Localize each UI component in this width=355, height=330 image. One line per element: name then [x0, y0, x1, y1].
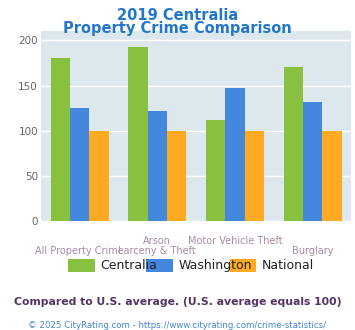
Bar — [206, 120, 225, 221]
Text: 2019 Centralia: 2019 Centralia — [117, 8, 238, 23]
Text: Property Crime Comparison: Property Crime Comparison — [63, 21, 292, 36]
Bar — [303, 102, 322, 221]
Text: Burglary: Burglary — [292, 246, 333, 256]
Text: Compared to U.S. average. (U.S. average equals 100): Compared to U.S. average. (U.S. average … — [14, 297, 341, 307]
Text: Washington: Washington — [178, 259, 252, 272]
Text: All Property Crime: All Property Crime — [35, 246, 124, 256]
Bar — [50, 58, 70, 221]
Bar — [89, 131, 109, 221]
Text: © 2025 CityRating.com - https://www.cityrating.com/crime-statistics/: © 2025 CityRating.com - https://www.city… — [28, 321, 327, 330]
Text: Larceny & Theft: Larceny & Theft — [119, 246, 196, 256]
Bar — [167, 131, 186, 221]
Text: Motor Vehicle Theft: Motor Vehicle Theft — [188, 236, 282, 246]
Text: National: National — [262, 259, 314, 272]
Bar — [225, 88, 245, 221]
Bar — [148, 111, 167, 221]
Text: Centralia: Centralia — [100, 259, 157, 272]
Bar — [322, 131, 342, 221]
Bar — [128, 47, 148, 221]
Bar — [70, 108, 89, 221]
Bar — [245, 131, 264, 221]
Text: Arson: Arson — [143, 236, 171, 246]
Bar — [284, 68, 303, 221]
